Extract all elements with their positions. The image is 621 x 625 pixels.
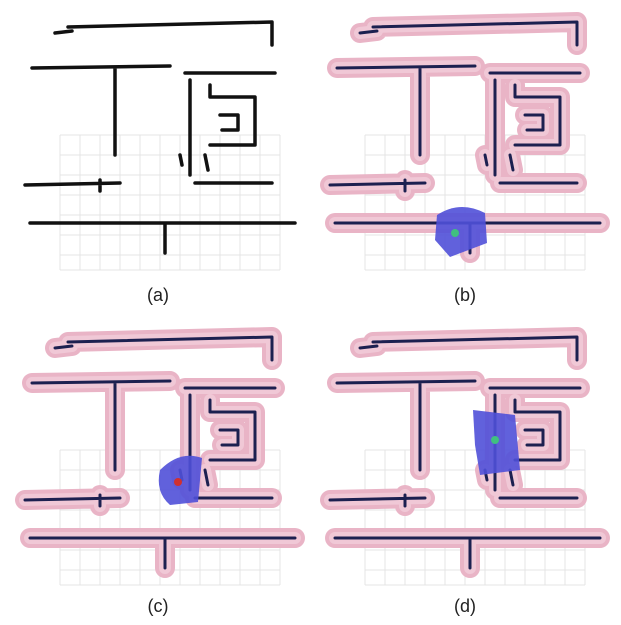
caption: (d) <box>454 596 476 616</box>
caption: (c) <box>148 596 169 616</box>
map-d <box>330 337 600 585</box>
map-c <box>25 337 295 585</box>
caption: (b) <box>454 285 476 305</box>
figure: (a) (b) (c) (d) <box>0 0 621 625</box>
map-b <box>330 22 600 270</box>
map-a <box>25 22 295 270</box>
caption: (a) <box>147 285 169 305</box>
